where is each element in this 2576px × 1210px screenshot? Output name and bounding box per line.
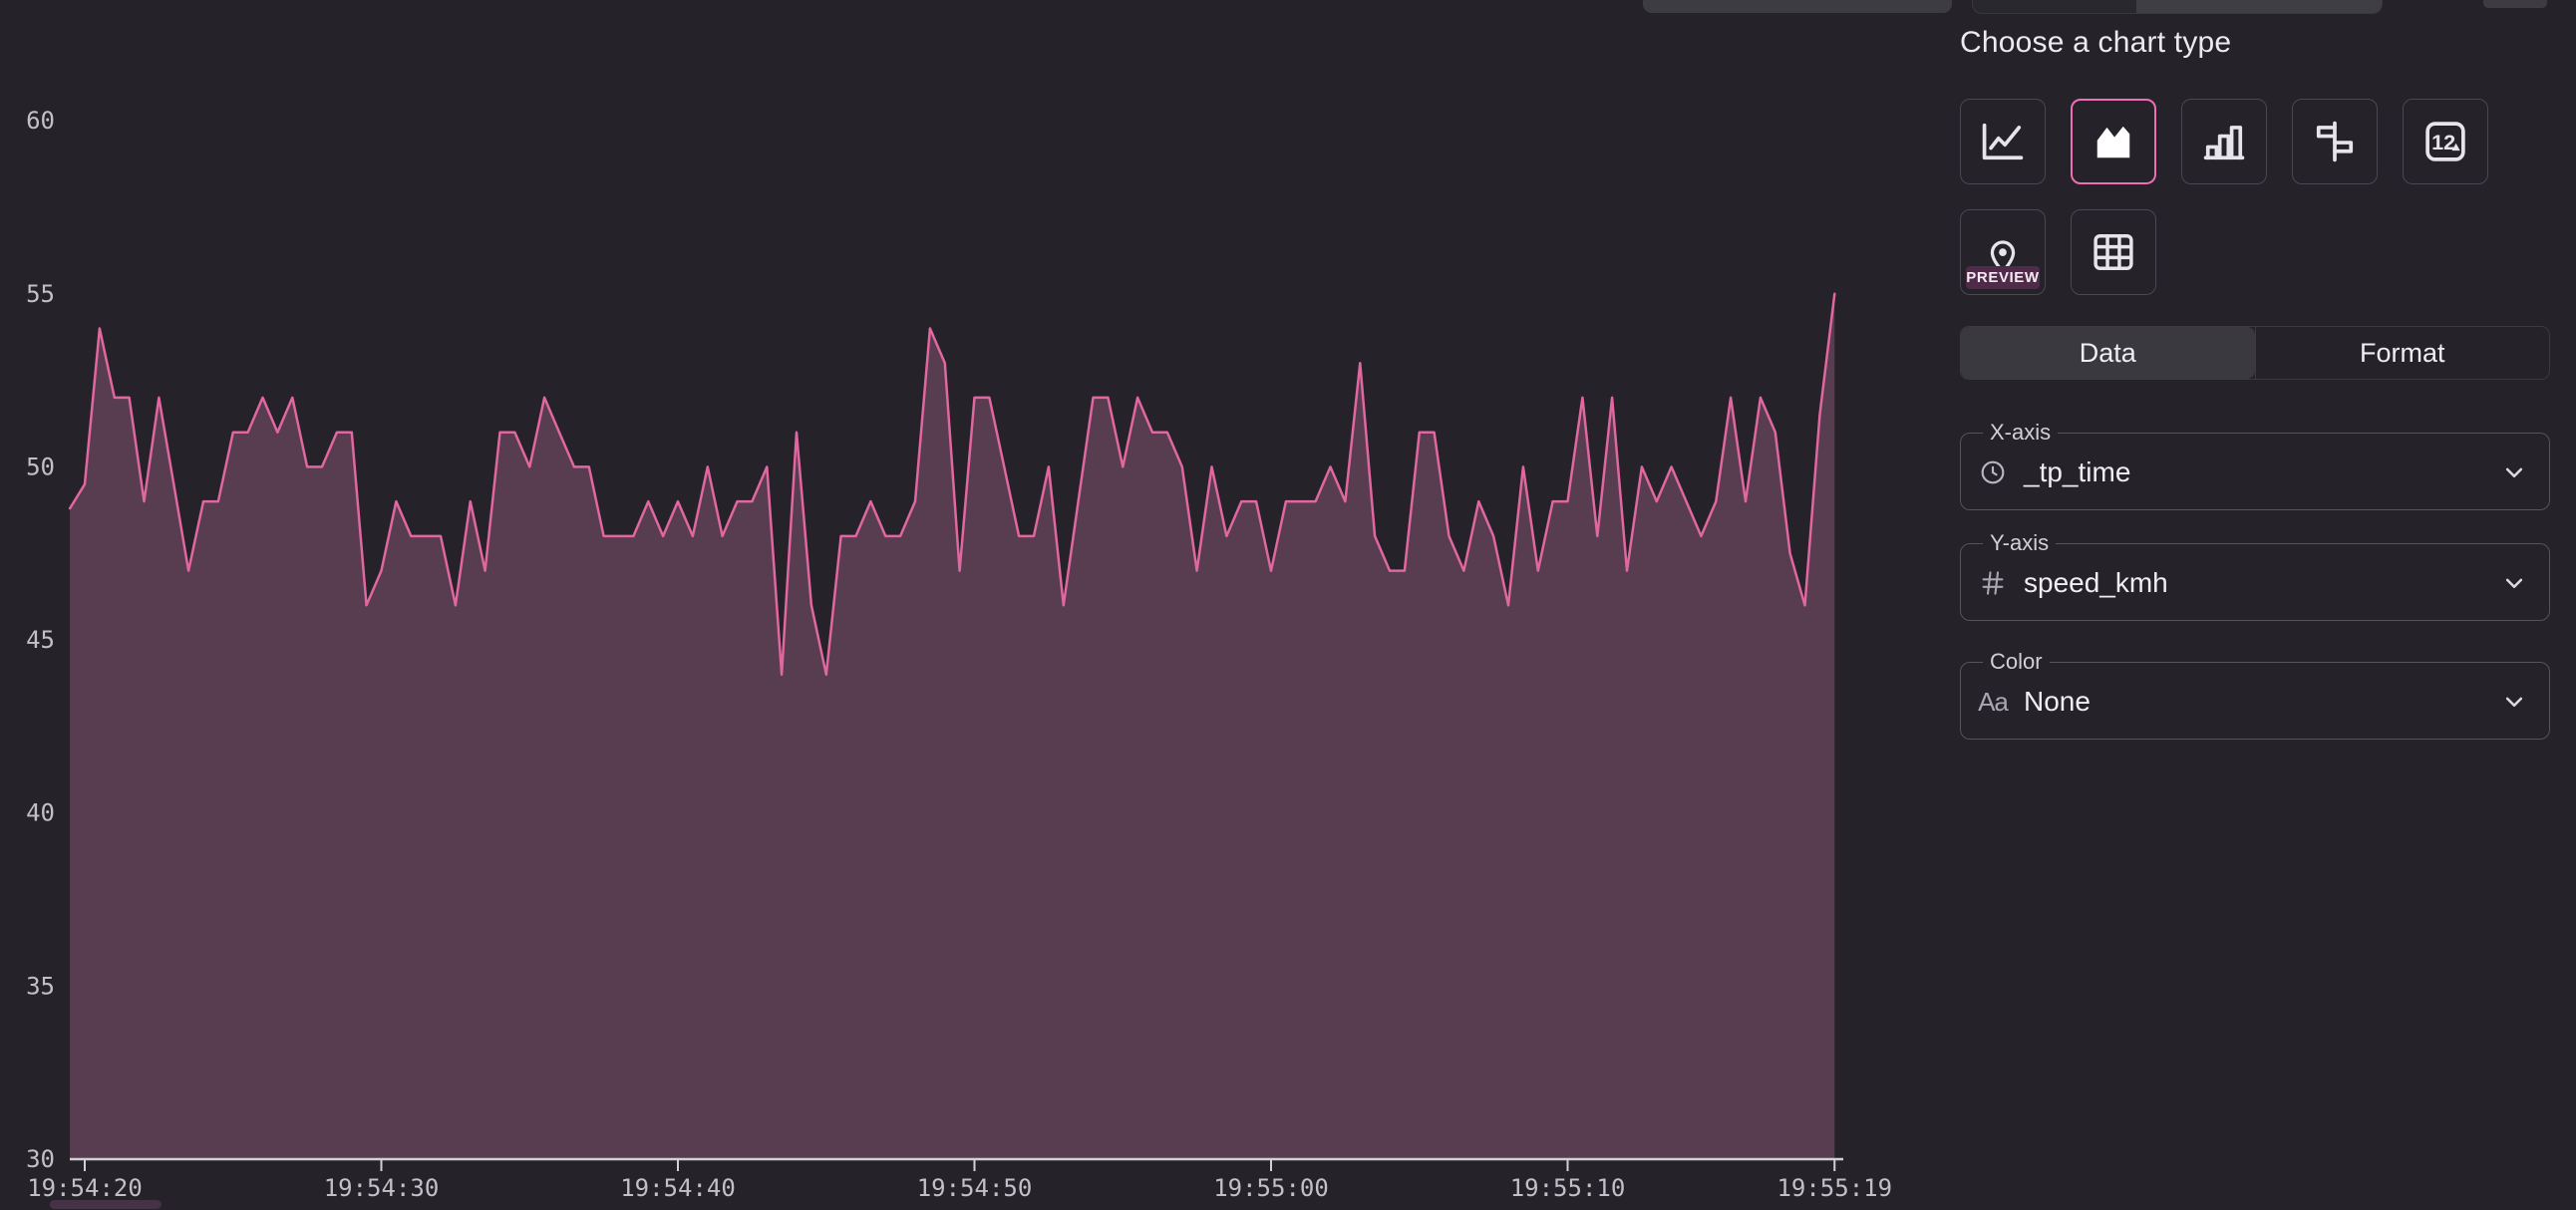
- tab-format[interactable]: Format: [2254, 327, 2550, 379]
- x-axis-tick-label: 19:55:00: [1213, 1174, 1329, 1202]
- chart-type-horizontal-bar-button[interactable]: [2292, 99, 2378, 184]
- x-axis-value: _tp_time: [2024, 456, 2131, 487]
- x-axis-label: X-axis: [1990, 420, 2052, 445]
- line-chart-icon: [1982, 123, 2024, 160]
- text-aa-icon: Aa: [1978, 686, 2009, 717]
- area-chart-icon: [2096, 126, 2130, 158]
- chart-type-map-button[interactable]: PREVIEW: [1960, 209, 2046, 295]
- horizontal-scrollbar-thumb[interactable]: [50, 1200, 161, 1209]
- preview-badge: PREVIEW: [1966, 266, 2040, 289]
- panel-title: Choose a chart type: [1960, 26, 2232, 59]
- table-icon: [2093, 234, 2133, 270]
- chevron-down-icon: [2499, 687, 2529, 717]
- color-label: Color: [1990, 649, 2043, 674]
- x-axis-tick-label: 19:54:40: [620, 1174, 736, 1202]
- y-axis-tick-label: 55: [26, 280, 55, 308]
- x-axis-tick-label: 19:54:30: [324, 1174, 440, 1202]
- bar-chart-icon: [2203, 126, 2245, 160]
- horizontal-bar-chart-icon: [2316, 121, 2354, 162]
- x-axis-tick-label: 19:54:20: [27, 1174, 143, 1202]
- y-axis-tick-label: 50: [26, 453, 55, 480]
- toolbar-fragment[interactable]: [1643, 0, 1952, 13]
- big-number-icon: 12: [2425, 122, 2465, 161]
- toolbar-fragment[interactable]: [1972, 0, 2383, 14]
- chevron-down-icon: [2499, 568, 2529, 598]
- y-axis-tick-label: 60: [26, 107, 55, 135]
- tab-data[interactable]: Data: [1961, 327, 2255, 379]
- chart-type-bar-button[interactable]: [2181, 99, 2267, 184]
- y-axis-select[interactable]: Y-axis speed_kmh: [1960, 530, 2550, 621]
- x-axis-select[interactable]: X-axis _tp_time: [1960, 420, 2550, 510]
- x-axis-tick-label: 19:55:19: [1776, 1174, 1892, 1202]
- area-chart[interactable]: 19:54:20 19:54:30 19:54:40 19:54:50 19:55:00…: [0, 0, 1914, 1210]
- y-axis-tick-label: 30: [26, 1145, 55, 1173]
- svg-text:12: 12: [2431, 130, 2455, 154]
- clock-icon: [1977, 457, 2009, 487]
- y-axis-value: speed_kmh: [2024, 567, 2168, 598]
- chevron-down-icon: [2499, 457, 2529, 487]
- hash-icon: [1977, 568, 2009, 598]
- series-line: [68, 292, 1836, 677]
- y-axis-tick-label: 45: [26, 626, 55, 654]
- toolbar-fragment[interactable]: [2483, 0, 2547, 8]
- x-axis-tick-label: 19:54:50: [917, 1174, 1033, 1202]
- panel-tab-bar: Data Format: [1960, 326, 2550, 380]
- map-pin-icon: [1990, 240, 2016, 273]
- chart-type-area-button[interactable]: [2071, 99, 2156, 184]
- y-axis-tick-label: 40: [26, 799, 55, 827]
- x-axis-tick-label: 19:55:10: [1510, 1174, 1626, 1202]
- y-axis-label: Y-axis: [1990, 530, 2050, 555]
- chart-type-table-button[interactable]: [2071, 209, 2156, 295]
- color-select[interactable]: Color Aa None: [1960, 649, 2550, 740]
- chart-type-line-button[interactable]: [1960, 99, 2046, 184]
- chart-type-number-button[interactable]: 12: [2403, 99, 2488, 184]
- area-fill: [70, 293, 1835, 1159]
- y-axis-tick-label: 35: [26, 972, 55, 1000]
- toolbar-fragment-segment: [2136, 0, 2382, 13]
- color-value: None: [2024, 686, 2091, 717]
